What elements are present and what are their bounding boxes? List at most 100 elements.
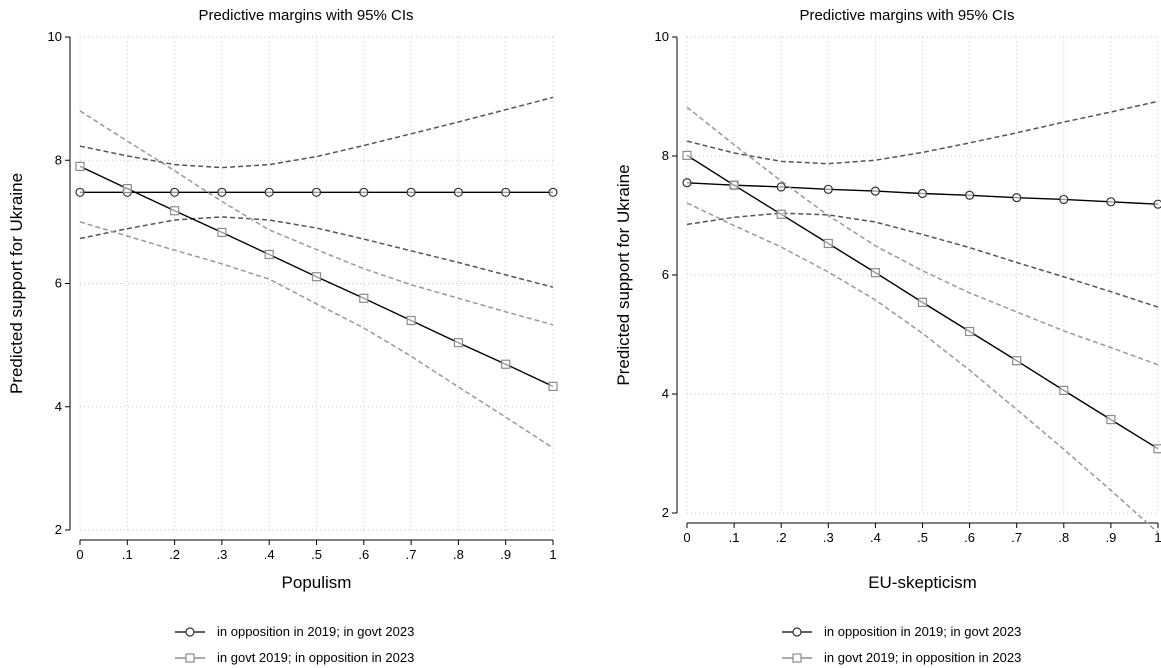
x-tick-label: 0 [683, 530, 690, 545]
gridlines [79, 36, 554, 531]
legend-label: in govt 2019; in opposition in 2023 [217, 650, 414, 665]
legend-entry-1: in opposition in 2019; in govt 2023 [175, 624, 414, 639]
y-tick-label: 2 [662, 505, 669, 520]
gridlines [686, 36, 1159, 514]
x-tick-label: .5 [917, 530, 928, 545]
data-point [170, 206, 180, 216]
data-point [359, 187, 369, 197]
data-point [823, 184, 833, 194]
data-point [453, 187, 463, 197]
chart-title: Predictive margins with 95% CIs [198, 7, 413, 24]
series-1 [75, 96, 558, 288]
series-2 [75, 110, 558, 449]
chart-panel-2: Predictive margins with 95% CIs 2 4 6 8 10 0 .1… [614, 7, 1161, 665]
x-tick-label: .3 [823, 530, 834, 545]
data-point [1153, 444, 1161, 454]
data-point [406, 187, 416, 197]
data-point [1106, 414, 1116, 425]
data-point [501, 359, 511, 369]
data-point [548, 381, 558, 392]
legend-marker [792, 627, 802, 637]
data-point [548, 187, 558, 197]
data-point [917, 188, 928, 199]
legend-marker [792, 653, 802, 663]
legend-entry-2: in govt 2019; in opposition in 2023 [175, 650, 414, 665]
legend-marker [185, 627, 195, 637]
data-point [1106, 197, 1116, 207]
chart-title: Predictive margins with 95% CIs [799, 7, 1014, 24]
data-point [1059, 385, 1069, 396]
x-tick-label: .1 [729, 530, 740, 545]
data-point [501, 187, 511, 197]
data-point [964, 190, 975, 200]
x-tick-label: .9 [1105, 530, 1116, 545]
data-point [406, 315, 416, 326]
series-2 [682, 106, 1161, 534]
y-tick-label: 8 [55, 152, 62, 167]
x-tick-label: .6 [358, 547, 369, 562]
data-point [870, 186, 881, 196]
x-tick-label: .4 [870, 530, 881, 545]
y-tick-label: 8 [662, 148, 669, 163]
ci-lower-line [686, 202, 1159, 534]
data-point [1059, 194, 1069, 205]
data-point [217, 227, 227, 237]
data-point [122, 183, 132, 194]
data-point [776, 209, 786, 219]
data-point [917, 297, 928, 307]
data-point [1012, 356, 1022, 366]
x-tick-label: .9 [500, 547, 511, 562]
data-point [729, 180, 739, 190]
series-1 [682, 100, 1161, 308]
y-tick-label: 4 [662, 386, 669, 401]
legend-label: in opposition in 2019; in govt 2023 [217, 624, 414, 639]
x-tick-label: .4 [264, 547, 275, 562]
legend-entry-1: in opposition in 2019; in govt 2023 [782, 624, 1021, 639]
y-axis-label: Predicted support for Ukraine [614, 164, 633, 385]
x-tick-label: .7 [406, 547, 417, 562]
legend-label: in opposition in 2019; in govt 2023 [824, 624, 1021, 639]
legend-label: in govt 2019; in opposition in 2023 [824, 650, 1021, 665]
x-tick-label: .8 [1058, 530, 1069, 545]
data-point [1012, 193, 1022, 203]
data-point [776, 182, 786, 192]
data-point [311, 187, 322, 197]
x-tick-label: .1 [122, 547, 133, 562]
data-point [823, 238, 833, 249]
data-point [75, 187, 85, 197]
data-point [870, 268, 881, 278]
data-point [682, 178, 692, 188]
x-axis-label: EU-skepticism [868, 573, 977, 592]
y-tick-label: 4 [55, 399, 62, 414]
legend-marker [185, 653, 195, 663]
x-tick-label: .3 [216, 547, 227, 562]
x-tick-label: 1 [1154, 530, 1161, 545]
x-tick-label: 1 [549, 547, 556, 562]
data-point [170, 187, 180, 197]
x-tick-label: 0 [76, 547, 83, 562]
ci-upper-line [79, 110, 554, 326]
data-point [1153, 199, 1161, 209]
y-axis-label: Predicted support for Ukraine [7, 173, 26, 394]
x-axis-label: Populism [282, 573, 352, 592]
y-tick-label: 10 [48, 29, 62, 44]
ci-lower-line [79, 221, 554, 449]
data-point [453, 338, 463, 348]
y-tick-label: 6 [662, 267, 669, 282]
ci-lower-line [79, 216, 554, 288]
x-tick-label: .2 [169, 547, 180, 562]
legend-entry-2: in govt 2019; in opposition in 2023 [782, 650, 1021, 665]
data-point [682, 150, 692, 161]
y-tick-label: 2 [55, 522, 62, 537]
y-tick-label: 6 [55, 276, 62, 291]
x-tick-label: .2 [776, 530, 787, 545]
y-tick-label: 10 [655, 29, 669, 44]
x-tick-label: .5 [311, 547, 322, 562]
data-point [264, 249, 274, 260]
ci-upper-line [686, 100, 1159, 165]
data-point [964, 326, 975, 337]
data-point [359, 293, 369, 303]
data-point [311, 272, 322, 282]
